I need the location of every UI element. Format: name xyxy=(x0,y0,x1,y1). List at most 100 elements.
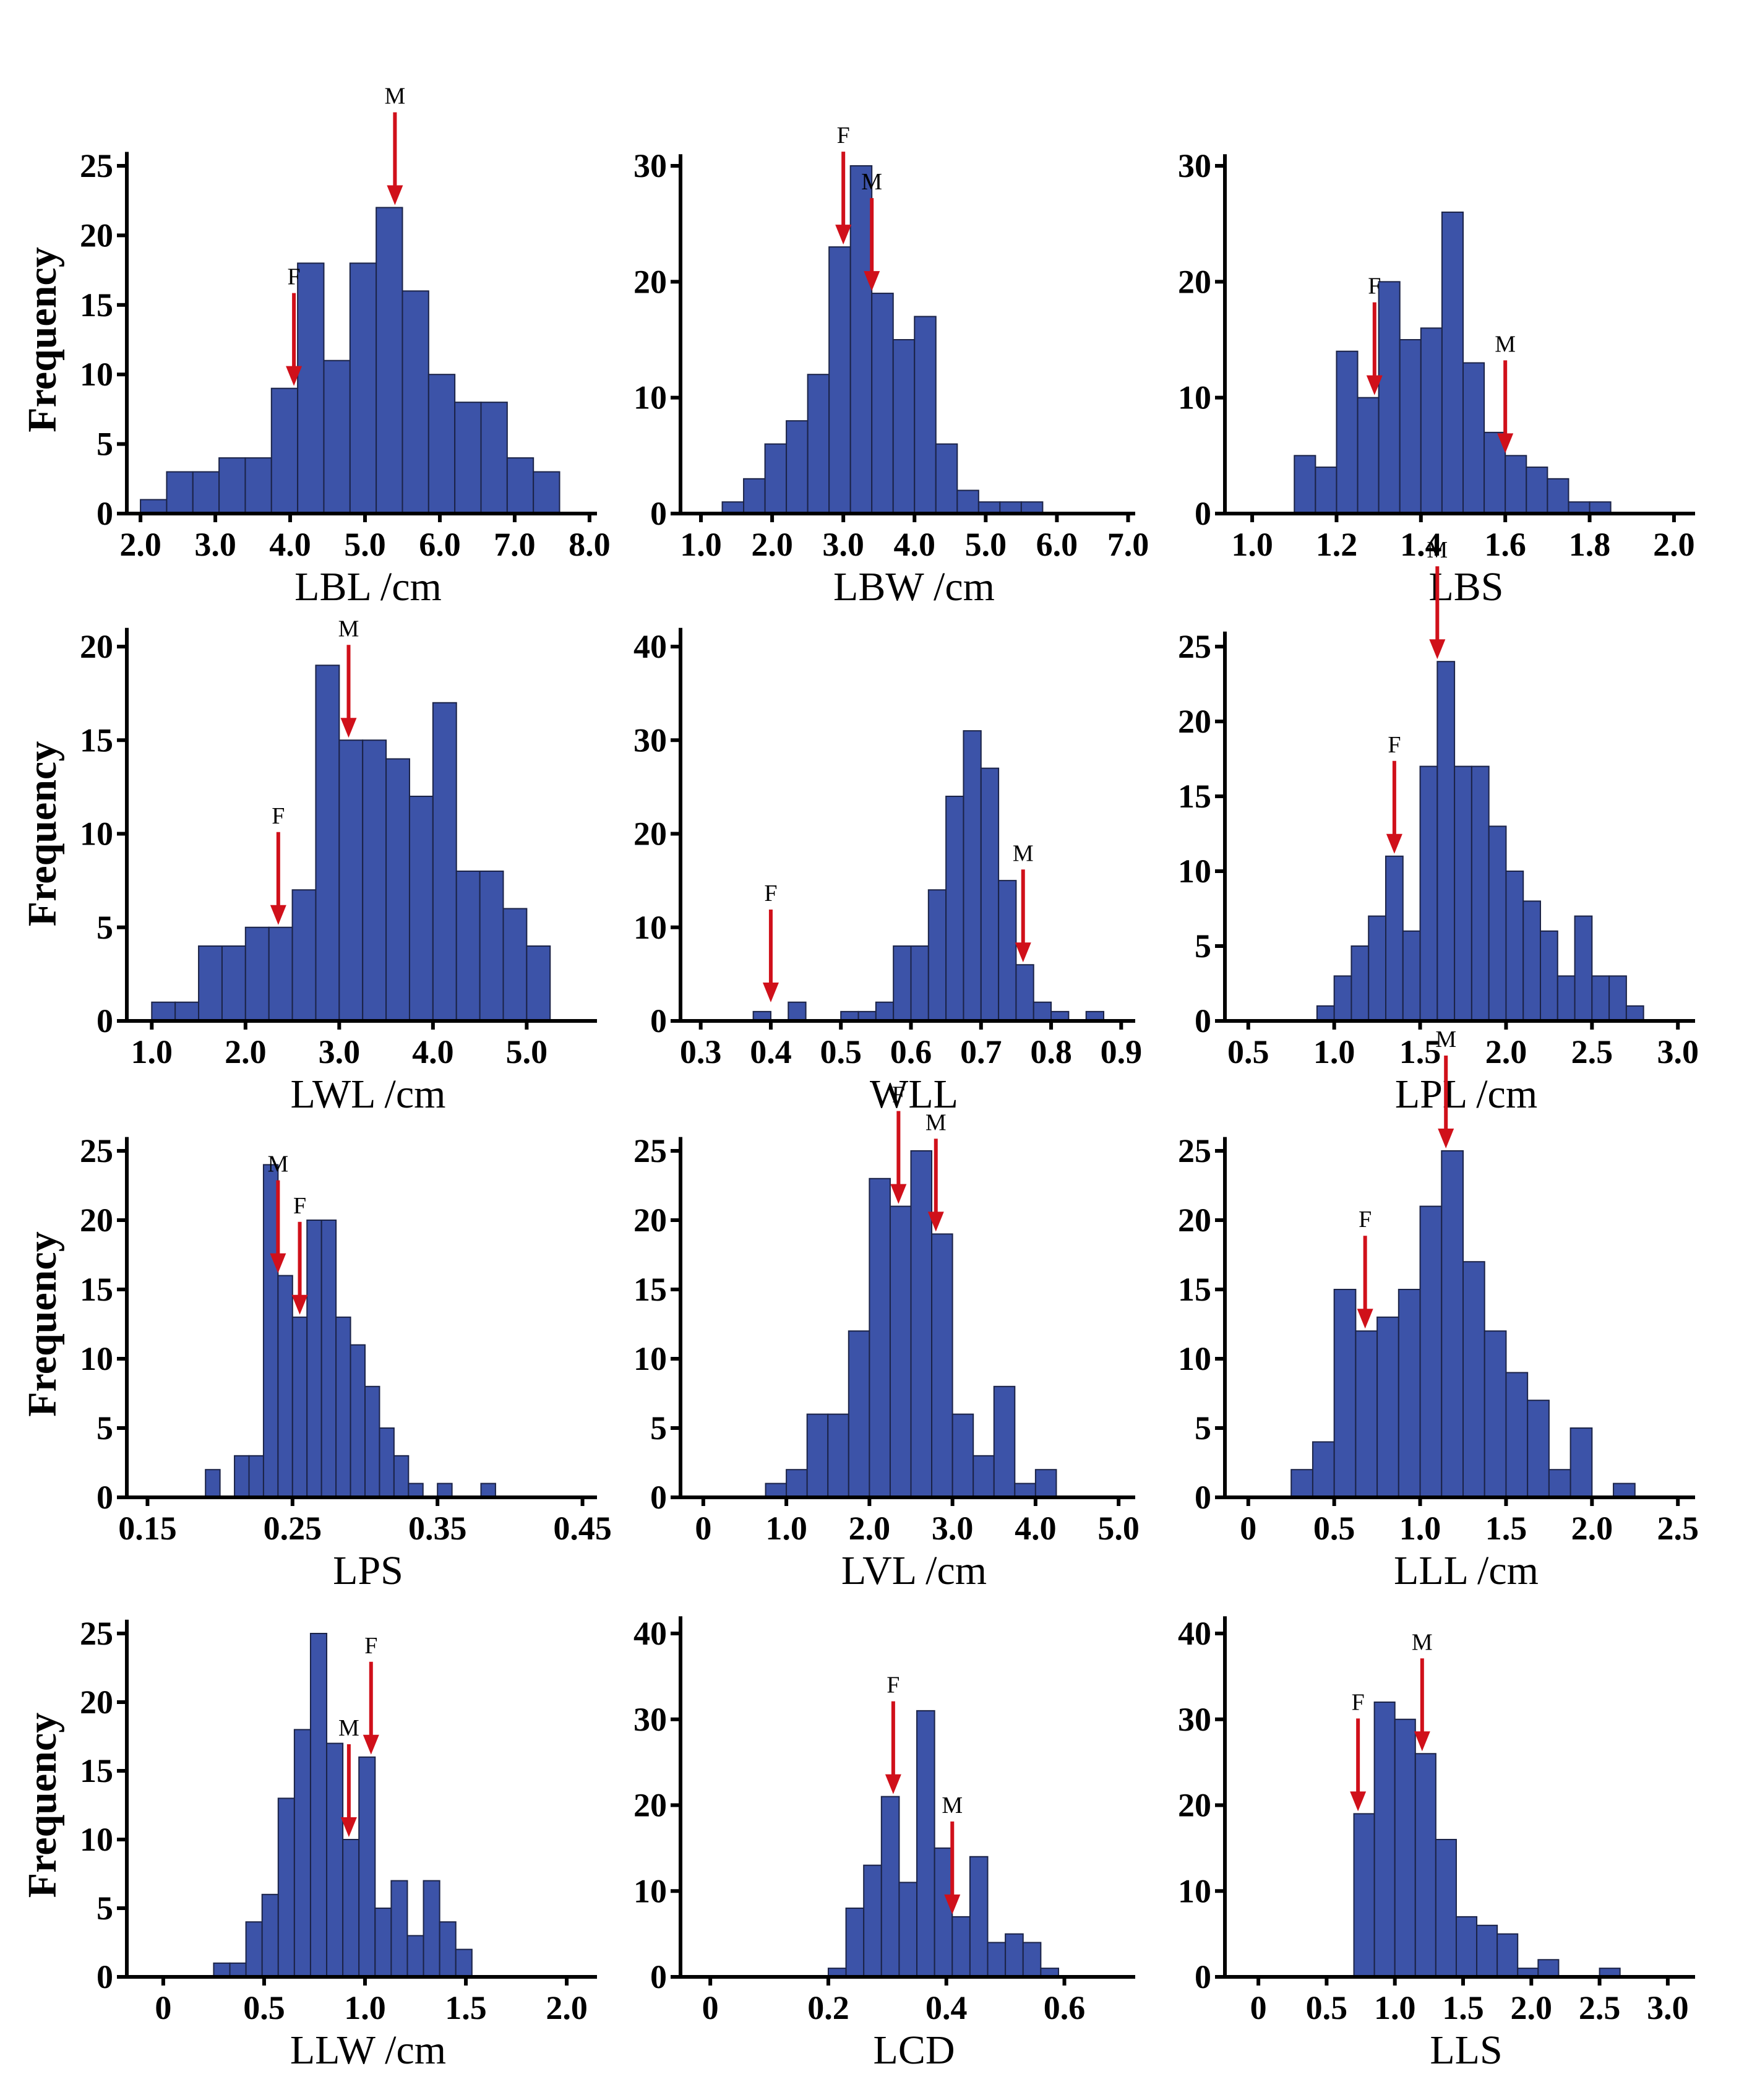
x-axis-label: LPS xyxy=(333,1548,403,1593)
y-tick-label: 25 xyxy=(80,1132,113,1169)
bar-lls-9 xyxy=(1537,1959,1560,1977)
bar-llw-10 xyxy=(374,1908,392,1977)
panel-lbs: 0 10 20 30 1.0 1.2 1.4 1.6 1.8 2.0 LBS F M xyxy=(1178,147,1695,609)
y-tick-label: 20 xyxy=(80,1202,113,1239)
y-tick-label: 20 xyxy=(633,1202,667,1239)
bar-lbl-8 xyxy=(349,262,377,514)
marker-label: M xyxy=(1013,840,1034,866)
y-tick-label: 0 xyxy=(1195,1002,1211,1039)
bar-llw-2 xyxy=(245,1921,263,1977)
bar-lps-9 xyxy=(335,1316,351,1499)
bar-lps-4 xyxy=(262,1164,279,1498)
marker-label: M xyxy=(1427,537,1448,563)
bar-lpl-2 xyxy=(1350,945,1370,1022)
bar-lpl-15 xyxy=(1574,915,1593,1022)
y-tick-label: 25 xyxy=(1178,1132,1211,1169)
bar-lll-4 xyxy=(1376,1316,1399,1499)
x-axis-label: LCD xyxy=(874,2028,955,2073)
x-tick-label: 4.0 xyxy=(412,1033,454,1070)
x-tick-label: 5.0 xyxy=(344,526,386,563)
bar-lvl-11 xyxy=(993,1385,1016,1499)
x-tick-label: 0 xyxy=(1240,1510,1256,1547)
bar-wll-11 xyxy=(945,796,964,1022)
y-tick-label: 15 xyxy=(80,721,113,759)
y-tick-label: 0 xyxy=(650,1002,667,1039)
marker-label: F xyxy=(1368,273,1381,299)
bar-lpl-10 xyxy=(1488,825,1507,1022)
arrow-head-icon xyxy=(1386,833,1402,854)
x-tick-label: 4.0 xyxy=(269,526,311,563)
bar-lps-5 xyxy=(277,1275,293,1499)
bar-lbl-4 xyxy=(244,457,272,515)
y-tick-label: 10 xyxy=(633,379,667,416)
bar-lps-11 xyxy=(364,1385,380,1499)
y-tick-label: 0 xyxy=(97,495,113,532)
arrow-head-icon xyxy=(1015,942,1031,963)
x-tick-label: 1.0 xyxy=(1399,1510,1441,1547)
x-axis-label: LBW /cm xyxy=(833,564,995,609)
bar-lpl-12 xyxy=(1522,900,1541,1022)
x-tick-label: 1.2 xyxy=(1316,526,1358,563)
bar-lls-3 xyxy=(1414,1753,1436,1977)
bar-llw-4 xyxy=(277,1797,295,1977)
x-tick-label: 0.4 xyxy=(750,1033,792,1070)
y-tick-label: 10 xyxy=(80,356,113,393)
bar-llw-5 xyxy=(293,1729,311,1977)
bar-lll-2 xyxy=(1333,1289,1357,1498)
bar-lwl-10 xyxy=(385,758,410,1022)
bar-lbs-3 xyxy=(1357,397,1380,515)
x-tick-label: 7.0 xyxy=(1107,526,1149,563)
x-tick-label: 6.0 xyxy=(1036,526,1078,563)
bar-lbl-3 xyxy=(218,457,246,515)
bar-lll-7 xyxy=(1441,1150,1464,1498)
panel-llw: 0 5 10 15 20 25 0 0.5 1.0 1.5 2.0 LLW /cm Frequency M… xyxy=(20,1615,597,2073)
y-tick-label: 5 xyxy=(97,1890,113,1927)
bar-lps-16 xyxy=(437,1482,453,1499)
marker-arrow-m: M xyxy=(942,1792,963,1914)
y-tick-label: 20 xyxy=(80,217,113,254)
arrow-head-icon xyxy=(291,1294,308,1315)
bar-lbl-2 xyxy=(192,471,220,514)
bar-lll-5 xyxy=(1398,1289,1421,1498)
x-tick-label: 3.0 xyxy=(932,1510,974,1547)
bar-lbs-2 xyxy=(1336,350,1359,514)
panel-lvl: 0 5 10 15 20 25 0 1.0 2.0 3.0 4.0 5.0 LVL /cm FM xyxy=(633,1082,1140,1593)
x-tick-label: 0.5 xyxy=(1227,1033,1269,1070)
x-axis-label: LLS xyxy=(1430,2028,1502,2073)
x-tick-label: 0.3 xyxy=(680,1033,722,1070)
x-axis-label: LLL /cm xyxy=(1394,1548,1539,1593)
y-tick-label: 30 xyxy=(633,1701,667,1738)
y-tick-label: 20 xyxy=(80,628,113,665)
y-tick-label: 5 xyxy=(97,909,113,946)
y-tick-label: 5 xyxy=(650,1409,667,1447)
y-axis-label: Frequency xyxy=(20,1231,65,1416)
x-tick-label: 1.0 xyxy=(344,1989,386,2026)
x-tick-label: 8.0 xyxy=(569,526,611,563)
y-tick-label: 20 xyxy=(633,263,667,300)
marker-label: F xyxy=(892,1082,905,1108)
bar-lpl-6 xyxy=(1419,765,1438,1022)
x-tick-label: 0.6 xyxy=(1044,1989,1086,2026)
bar-llw-3 xyxy=(261,1893,279,1978)
marker-label: F xyxy=(293,1193,306,1219)
x-tick-label: 2.0 xyxy=(849,1510,891,1547)
arrow-head-icon xyxy=(363,1734,379,1755)
y-axis-label: Frequency xyxy=(20,247,65,432)
x-tick-label: 0.35 xyxy=(408,1510,467,1547)
arrow-head-icon xyxy=(762,983,779,1002)
y-tick-label: 25 xyxy=(80,147,113,184)
x-tick-label: 0.7 xyxy=(960,1033,1002,1070)
bar-lvl-5 xyxy=(869,1177,891,1499)
x-tick-label: 3.0 xyxy=(194,526,236,563)
bar-lps-0 xyxy=(205,1469,221,1498)
marker-arrow-m: M xyxy=(1495,331,1516,454)
y-tick-label: 15 xyxy=(80,1752,113,1789)
arrow-head-icon xyxy=(340,1817,357,1837)
bar-lpl-4 xyxy=(1385,855,1404,1022)
x-tick-label: 0.6 xyxy=(890,1033,932,1070)
x-tick-label: 2.0 xyxy=(119,526,161,563)
y-tick-label: 20 xyxy=(1178,1787,1211,1824)
bar-lcd-7 xyxy=(951,1916,971,1977)
x-tick-label: 1.0 xyxy=(765,1510,807,1547)
bar-lbl-9 xyxy=(376,207,403,514)
